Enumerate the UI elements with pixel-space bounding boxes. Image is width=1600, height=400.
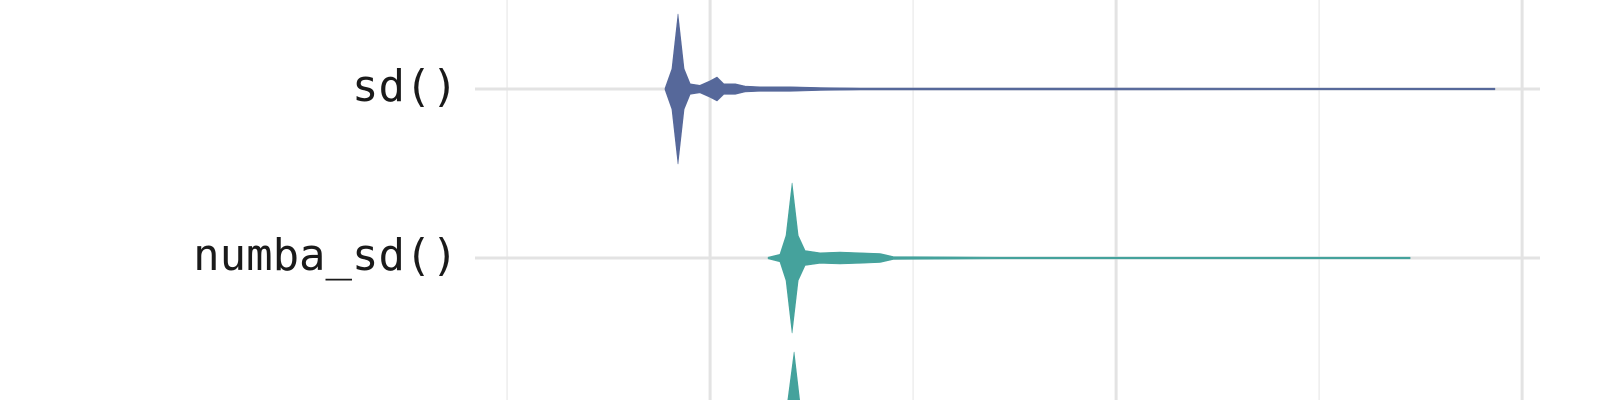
violin <box>787 351 800 400</box>
y-tick-label: sd() <box>352 61 458 112</box>
y-tick-label: numba_sd() <box>193 230 458 281</box>
violin <box>664 13 1496 165</box>
violin <box>767 182 1411 334</box>
